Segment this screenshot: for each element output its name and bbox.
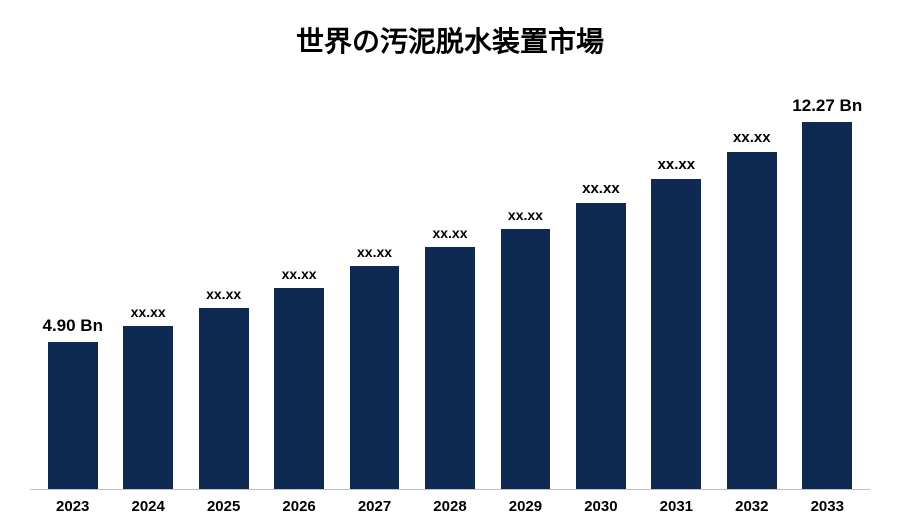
plot-area: 4.90 Bn xx.xx xx.xx xx.xx xx.xx xx.xx xx.xx xx.…: [30, 70, 870, 490]
x-tick-label: 2024: [110, 498, 185, 515]
bar: [48, 342, 98, 489]
bar-group: 12.27 Bn: [790, 70, 865, 489]
bar: [350, 266, 400, 489]
x-tick-label: 2029: [488, 498, 563, 515]
bar: [727, 152, 777, 489]
x-tick-label: 2031: [639, 498, 714, 515]
bar: [802, 122, 852, 489]
bar-value-label: 12.27 Bn: [792, 96, 862, 116]
x-tick-label: 2030: [563, 498, 638, 515]
bar-group: 4.90 Bn: [35, 70, 110, 489]
x-tick-label: 2033: [790, 498, 865, 515]
bar-value-label: xx.xx: [733, 129, 771, 146]
x-tick-label: 2028: [412, 498, 487, 515]
bar: [274, 288, 324, 489]
x-tick-label: 2027: [337, 498, 412, 515]
chart-container: 世界の汚泥脱水装置市場 4.90 Bn xx.xx xx.xx xx.xx xx.xx x…: [0, 0, 900, 525]
bar-group: xx.xx: [261, 70, 336, 489]
bar-group: xx.xx: [186, 70, 261, 489]
x-tick-label: 2023: [35, 498, 110, 515]
bar-group: xx.xx: [714, 70, 789, 489]
bar: [651, 179, 701, 489]
bar-value-label: 4.90 Bn: [42, 316, 102, 336]
x-tick-label: 2025: [186, 498, 261, 515]
x-axis: 2023202420252026202720282029203020312032…: [30, 490, 870, 515]
bar-group: xx.xx: [563, 70, 638, 489]
bar-group: xx.xx: [488, 70, 563, 489]
bar-value-label: xx.xx: [432, 225, 467, 241]
x-tick-label: 2026: [261, 498, 336, 515]
bar-value-label: xx.xx: [658, 156, 696, 173]
bar: [425, 247, 475, 489]
x-tick-label: 2032: [714, 498, 789, 515]
bar: [501, 229, 551, 489]
bar-group: xx.xx: [337, 70, 412, 489]
bar: [199, 308, 249, 489]
bar: [576, 203, 626, 489]
bar: [123, 326, 173, 489]
bar-value-label: xx.xx: [131, 304, 166, 320]
bar-value-label: xx.xx: [282, 266, 317, 282]
bar-group: xx.xx: [412, 70, 487, 489]
bar-value-label: xx.xx: [206, 286, 241, 302]
bar-value-label: xx.xx: [582, 180, 620, 197]
bar-group: xx.xx: [110, 70, 185, 489]
bar-value-label: xx.xx: [508, 207, 543, 223]
bar-value-label: xx.xx: [357, 244, 392, 260]
chart-title: 世界の汚泥脱水装置市場: [30, 20, 870, 60]
bar-group: xx.xx: [639, 70, 714, 489]
